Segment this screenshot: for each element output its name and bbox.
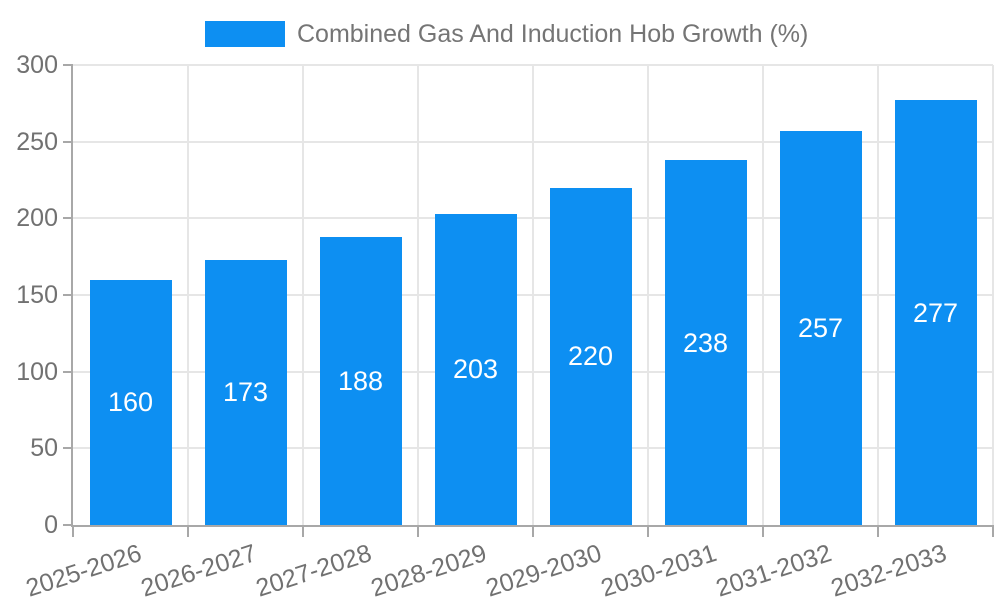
x-gridline [417, 65, 419, 525]
x-axis-label: 2026-2027 [137, 539, 260, 603]
x-axis-tick [647, 525, 649, 537]
bar[interactable]: 160 [89, 279, 172, 525]
bar[interactable]: 220 [549, 187, 632, 525]
x-axis-tick [417, 525, 419, 537]
x-gridline [532, 65, 534, 525]
y-axis-tick [63, 217, 73, 220]
y-axis-label: 100 [16, 357, 58, 386]
x-gridline [762, 65, 764, 525]
y-axis-tick [63, 140, 73, 143]
x-axis-label: 2030-2031 [597, 539, 720, 603]
y-axis-tick [63, 447, 73, 450]
y-axis-line [71, 65, 73, 525]
x-gridline [877, 65, 879, 525]
x-gridline [647, 65, 649, 525]
x-axis-label: 2025-2026 [22, 539, 145, 603]
x-axis-tick [762, 525, 764, 537]
x-gridline [302, 65, 304, 525]
bar-value-label: 160 [107, 387, 154, 418]
bar-value-label: 173 [222, 377, 269, 408]
bar-value-label: 257 [797, 312, 844, 343]
bar-value-label: 220 [567, 341, 614, 372]
x-axis-tick [72, 525, 74, 537]
y-axis-label: 0 [44, 511, 58, 539]
x-axis-tick [302, 525, 304, 537]
bar-value-label: 238 [682, 327, 729, 358]
x-axis-label: 2031-2032 [712, 539, 835, 603]
y-axis-label: 50 [30, 434, 58, 463]
bar[interactable]: 203 [434, 213, 517, 525]
y-axis-tick [63, 524, 73, 526]
bar-value-label: 203 [452, 354, 499, 385]
x-axis-tick [532, 525, 534, 537]
legend-item[interactable]: Combined Gas And Induction Hob Growth (%… [205, 19, 809, 48]
legend-swatch-icon [205, 21, 285, 47]
x-gridline [187, 65, 189, 525]
bar[interactable]: 238 [664, 160, 747, 525]
x-axis-label: 2028-2029 [367, 539, 490, 603]
y-axis-tick [63, 294, 73, 296]
x-axis-tick [187, 525, 189, 537]
x-axis-label: 2027-2028 [252, 539, 375, 603]
bar-value-label: 277 [912, 297, 959, 328]
y-axis-label: 150 [16, 281, 58, 309]
x-axis-tick [992, 525, 994, 537]
bar[interactable]: 188 [319, 236, 402, 525]
bar[interactable]: 257 [779, 130, 862, 525]
bar[interactable]: 173 [204, 259, 287, 525]
y-axis-tick [63, 64, 73, 66]
x-axis-tick [877, 525, 879, 537]
bar-value-label: 188 [337, 365, 384, 396]
y-axis-label: 200 [16, 204, 58, 233]
x-axis-label: 2029-2030 [482, 539, 605, 603]
x-axis-line [71, 525, 993, 527]
y-axis-label: 250 [16, 127, 58, 156]
legend-label: Combined Gas And Induction Hob Growth (%… [297, 19, 809, 48]
y-axis-label: 300 [16, 51, 58, 79]
x-axis-label: 2032-2033 [827, 539, 950, 603]
bar[interactable]: 277 [894, 100, 977, 525]
y-axis-tick [63, 370, 73, 373]
x-gridline [992, 65, 994, 525]
